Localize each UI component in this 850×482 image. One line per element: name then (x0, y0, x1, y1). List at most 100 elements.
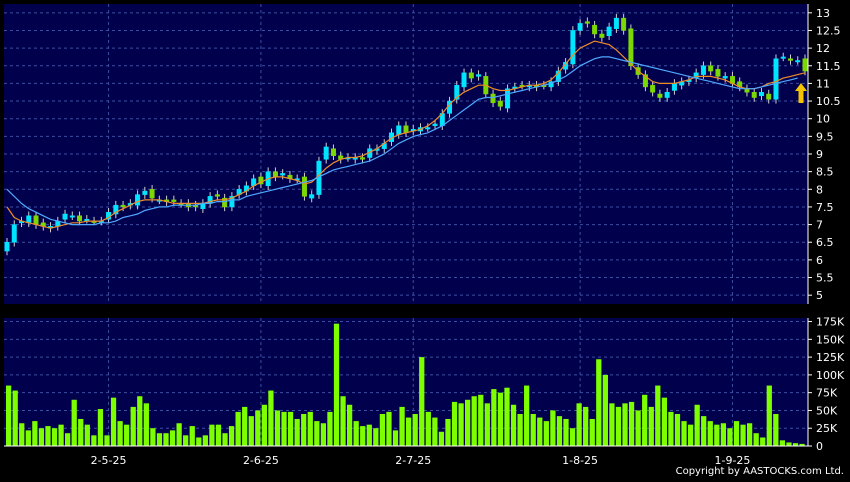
volume-tick-label: 50K (816, 404, 838, 417)
volume-bar (773, 414, 779, 446)
volume-bar (438, 431, 445, 446)
date-tick-label: 1-9-25 (714, 454, 750, 467)
volume-tick-label: 25K (816, 422, 838, 435)
copyright-text: Copyright by AASTOCKS.com Ltd. (675, 466, 844, 477)
candle-body (795, 60, 801, 63)
candle-body (77, 215, 83, 222)
volume-bar (701, 416, 707, 446)
current-price-arrow-icon (795, 83, 807, 104)
price-tick-label: 6 (816, 254, 823, 267)
candle-body (787, 58, 793, 61)
volume-bar (301, 414, 307, 446)
candle-body (149, 189, 155, 199)
volume-bar (45, 426, 51, 446)
candle-body (563, 61, 569, 70)
volume-bar (189, 426, 195, 446)
volume-bar (576, 403, 582, 446)
volume-bar (733, 421, 740, 446)
volume-bar (196, 437, 202, 446)
candle-body (592, 24, 598, 35)
volume-bar (504, 387, 510, 446)
volume-bars (6, 323, 805, 446)
volume-bar (117, 421, 123, 446)
candle-body (396, 125, 402, 135)
candle-body (497, 100, 503, 107)
volume-bar (524, 385, 530, 446)
volume-tick-label: 150K (816, 333, 845, 346)
volume-bar (432, 417, 438, 446)
volume-bar (320, 423, 327, 446)
moving-averages (6, 40, 806, 229)
volume-bar (307, 411, 313, 446)
candle-body (577, 23, 583, 31)
candle-body (657, 93, 663, 98)
candle-body (766, 93, 772, 100)
candle-body (613, 17, 619, 29)
volume-bar (517, 414, 523, 446)
candle-body (113, 204, 119, 215)
volume-bar (353, 421, 359, 446)
volume-bar (19, 423, 25, 446)
candle-body (432, 123, 438, 127)
volume-bar (235, 411, 241, 446)
candle-body (708, 65, 714, 72)
candle-body (330, 148, 336, 157)
candle-body (11, 224, 17, 243)
volume-bar (602, 374, 608, 446)
volume-bar (209, 424, 215, 446)
volume-tick-label: 0 (816, 440, 823, 453)
volume-bar (340, 396, 346, 446)
volume-bar (84, 424, 90, 446)
volume-bar (569, 428, 576, 446)
price-tick-label: 11.5 (816, 60, 841, 73)
price-tick-label: 8.5 (816, 166, 834, 179)
volume-bar (648, 406, 654, 446)
price-tick-label: 12 (816, 42, 830, 55)
volume-bar (333, 323, 340, 446)
volume-bar (655, 385, 661, 446)
volume-bar (65, 433, 71, 446)
volume-bar (537, 417, 543, 446)
candle-body (758, 91, 764, 97)
candle-body (142, 190, 148, 195)
price-tick-label: 9 (816, 148, 823, 161)
volume-bar (366, 424, 372, 446)
candle-body (62, 213, 68, 220)
volume-bar (261, 404, 267, 446)
candle-body (606, 26, 612, 37)
volume-bar (779, 440, 786, 446)
candle-body (780, 56, 786, 59)
volume-bar (156, 433, 163, 446)
price-tick-label: 11 (816, 77, 830, 90)
candle-body (476, 74, 482, 77)
price-tick-label: 6.5 (816, 236, 834, 249)
volume-bar (25, 430, 31, 446)
volume-tick-label: 75K (816, 387, 838, 400)
volume-bar (694, 404, 700, 446)
volume-bar (478, 394, 484, 446)
price-tick-label: 5.5 (816, 272, 834, 285)
price-tick-label: 10.5 (816, 95, 841, 108)
volume-bar (91, 435, 97, 446)
volume-bar (399, 406, 405, 446)
volume-bar (792, 443, 799, 446)
volume-bar (766, 385, 772, 446)
volume-bar (720, 423, 727, 446)
volume-bar (110, 397, 117, 446)
date-tick-label: 2-7-25 (395, 454, 431, 467)
volume-bar (550, 410, 556, 446)
price-tick-label: 7 (816, 219, 823, 232)
candle-body (301, 176, 307, 197)
volume-bar (530, 414, 536, 446)
volume-bar (628, 401, 635, 446)
volume-bar (215, 424, 222, 446)
up-arrow-icon (795, 83, 807, 104)
volume-bar (727, 428, 733, 446)
volume-bar (543, 421, 549, 446)
volume-bar (491, 389, 497, 446)
volume-tick-label: 125K (816, 351, 845, 364)
volume-bar (169, 430, 176, 446)
volume-bar (327, 411, 333, 446)
volume-bar (71, 399, 77, 446)
volume-bar (419, 357, 425, 446)
